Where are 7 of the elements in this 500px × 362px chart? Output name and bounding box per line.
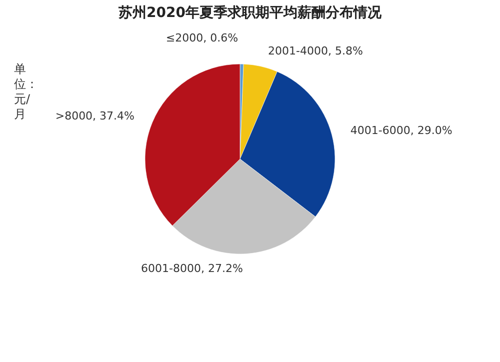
slice-label: ≤2000, 0.6% (166, 32, 238, 45)
text: 单位：元/月 (14, 62, 38, 122)
chart-title: 苏州2020年夏季求职期平均薪酬分布情况 (118, 4, 382, 21)
slice-label: 2001-4000, 5.8% (268, 44, 363, 58)
slice-label: 6001-8000, 27.2% (141, 262, 243, 275)
slice-label: >8000, 37.4% (55, 110, 135, 123)
slice-label: 4001-6000, 29.0% (350, 124, 452, 137)
